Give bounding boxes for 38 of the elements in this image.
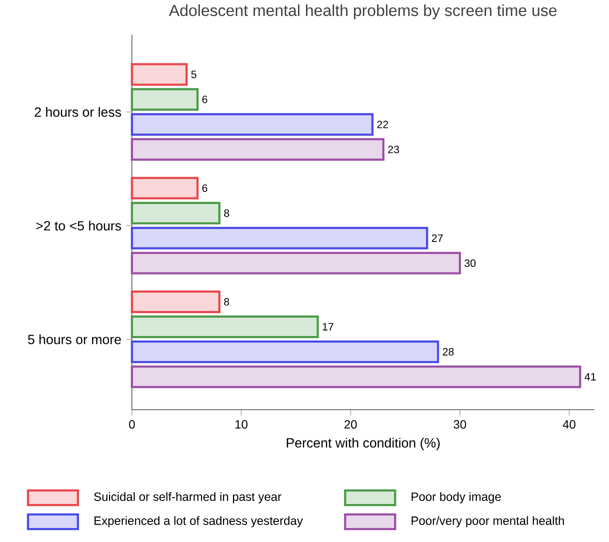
data-label: 23 [388,146,400,154]
bar [130,63,188,86]
bar [130,202,220,225]
bar [130,340,440,364]
data-label: 27 [432,234,443,242]
bar [130,176,199,200]
y-tick-label: >2 to <5 hours [36,220,122,231]
bar [130,226,428,250]
legend-label: Poor body image [412,492,501,504]
x-tick-label: 10 [236,420,248,429]
data-label: 41 [584,373,596,381]
data-label: 22 [377,120,388,128]
y-tick-label: 5 hours or more [28,334,121,344]
data-label: 8 [224,298,230,306]
data-label: 8 [224,209,230,218]
x-tick-label: 0 [129,420,135,429]
chart-title: Adolescent mental health problems by screen time use [168,4,557,20]
data-label: 28 [442,348,454,356]
data-label: 6 [202,184,208,192]
x-tick-label: 20 [344,420,357,429]
bar [130,290,220,314]
bar [130,366,582,388]
data-label: 5 [191,70,196,78]
bar [130,316,319,338]
bar [130,252,461,275]
bar [130,138,384,161]
data-label: 6 [202,96,208,104]
x-tick-label: 40 [562,420,576,429]
bar [130,88,199,111]
x-tick-label: 30 [454,420,466,429]
legend-label: Suicidal or self-harmed in past year [94,492,282,504]
data-label: 30 [464,260,476,268]
y-tick-label: 2 hours or less [34,107,122,117]
data-label: 17 [322,323,334,331]
bar [130,113,374,136]
legend-label: Experienced a lot of sadness yesterday [94,516,303,528]
x-axis-title: Percent with condition (%) [286,438,440,450]
legend-label: Poor/very poor mental health [412,516,564,528]
